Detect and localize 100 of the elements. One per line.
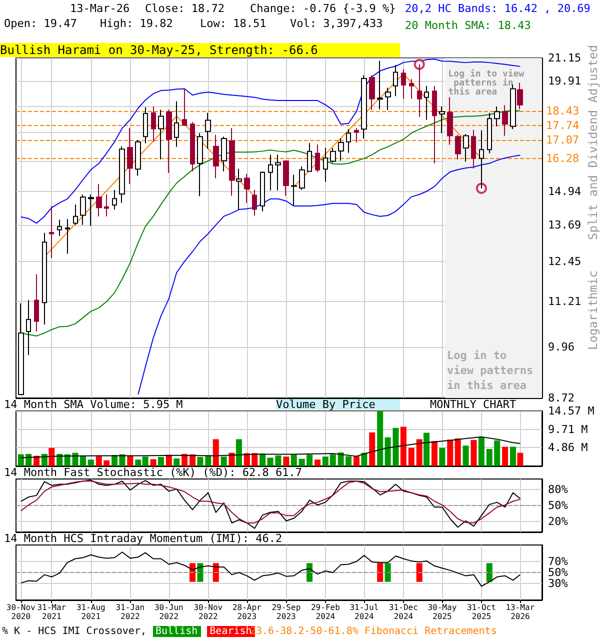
candlestick — [151, 106, 156, 142]
candlestick — [244, 173, 250, 204]
candlestick — [299, 166, 305, 190]
text: 20,2 HC Bands: 16.42 , 20.69 — [405, 2, 590, 15]
x-tick-label: 30-May 2025 — [428, 603, 457, 621]
annotation: Volume By Price — [276, 398, 400, 411]
candlestick — [26, 300, 31, 356]
candlestick — [401, 68, 406, 100]
legend-title: % K - HCS IMI Crossover, — [2, 626, 146, 637]
candlestick — [307, 142, 312, 172]
candlestick — [80, 194, 86, 226]
candlestick — [346, 128, 351, 154]
candlestick — [330, 147, 336, 164]
bar — [205, 456, 212, 466]
candlestick — [135, 140, 141, 176]
band-label: Log in to view patterns in this area — [447, 348, 534, 393]
x-tick-label: 31-Aug 2021 — [76, 603, 106, 621]
candlestick — [252, 189, 257, 216]
bar — [182, 454, 188, 466]
bar — [462, 446, 469, 466]
text: Open: 19.47 — [4, 17, 77, 30]
text: 20 Month SMA: 18.43 — [405, 19, 531, 32]
candlestick — [487, 112, 492, 154]
candlestick — [369, 74, 375, 110]
y-tick-label: 80% — [548, 483, 568, 496]
candlestick — [275, 154, 281, 191]
bar — [424, 432, 430, 466]
bar — [290, 454, 297, 466]
bar — [127, 455, 134, 466]
candlestick — [494, 106, 500, 127]
candlestick — [49, 206, 54, 258]
bar — [369, 432, 376, 466]
bar — [454, 438, 461, 466]
candlestick — [112, 189, 117, 210]
bar — [408, 448, 414, 466]
x-tick-label: 31-Dec 2024 — [388, 603, 418, 621]
chart-title: 14 Month Fast Stochastic (%K) (%D): 62.8 61.7 — [4, 466, 302, 479]
candlestick — [205, 112, 211, 150]
bar — [416, 439, 422, 466]
x-tick-label: 31-Mar 2021 — [37, 603, 66, 621]
candlestick — [143, 106, 148, 144]
y-tick-label: 9.71 M — [548, 422, 588, 436]
candlestick — [409, 78, 414, 100]
ref-line-label: 17.74 — [546, 118, 580, 132]
text: Change: -0.76 {-3.9 %} — [250, 2, 396, 15]
ref-line-label: 16.28 — [546, 152, 580, 165]
candlestick — [18, 302, 24, 395]
bar — [517, 452, 524, 466]
candlestick — [510, 84, 516, 130]
ref-line-label: 17.07 — [546, 134, 580, 147]
bar — [439, 448, 446, 466]
y-tick-label: 4.86 M — [548, 441, 588, 454]
y-tick-label: 9.96 — [548, 340, 574, 354]
bar — [220, 456, 227, 466]
x-tick-label: 30-Jun 2022 — [154, 603, 184, 621]
annotation: Log in to view patterns in this area — [448, 68, 525, 98]
bar — [166, 454, 172, 466]
bar — [353, 456, 360, 466]
candlestick — [34, 274, 39, 332]
bar — [431, 441, 438, 466]
candlestick — [323, 147, 328, 182]
candlestick — [260, 170, 265, 212]
y-tick-label: 12.45 — [548, 254, 582, 268]
line-series — [20, 552, 521, 587]
bar — [510, 446, 516, 466]
candlestick — [221, 136, 227, 172]
chart-title: Bullish Harami on 30-May-25, Strength: -66.6 — [0, 43, 400, 57]
x-tick-label: 29-Feb 2024 — [310, 603, 340, 621]
annotation: MONTHLY CHART — [430, 398, 516, 411]
y-tick-label: 14.57 M — [548, 404, 595, 418]
candlestick — [96, 184, 102, 217]
bar — [56, 454, 63, 466]
candlestick — [42, 232, 47, 326]
bar — [283, 456, 290, 466]
bar — [361, 452, 368, 466]
candlestick — [447, 96, 453, 146]
bar — [502, 446, 508, 466]
candlestick — [315, 144, 320, 172]
x-tick-label: 30-Nov 2022 — [194, 603, 223, 621]
bar — [150, 459, 156, 466]
x-tick-label: 29-Sep 2023 — [272, 603, 301, 621]
text: Split and Dividend Adjusted — [586, 44, 600, 240]
candlestick — [502, 104, 508, 136]
candlestick — [338, 138, 344, 162]
bar — [447, 440, 454, 466]
bar — [314, 460, 320, 466]
candlestick — [57, 219, 62, 237]
candlestick — [104, 194, 109, 217]
candlestick — [354, 128, 359, 143]
candlestick — [65, 218, 70, 254]
candlestick — [88, 194, 94, 226]
candlestick — [424, 85, 429, 120]
y-tick-label: 8.72 — [548, 392, 574, 404]
y-tick-label: 20% — [548, 514, 568, 528]
text: 13-Mar-26 — [70, 2, 130, 15]
x-tick-label: 31-Oct 2025 — [466, 603, 496, 621]
bar — [470, 440, 477, 466]
candlestick — [417, 64, 422, 118]
candlestick — [166, 109, 172, 174]
x-tick-label: 28-Apr 2023 — [232, 603, 262, 621]
